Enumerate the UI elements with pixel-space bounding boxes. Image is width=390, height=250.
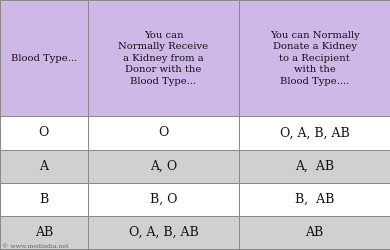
Text: Blood Type...: Blood Type... bbox=[11, 54, 77, 62]
Text: B, O: B, O bbox=[150, 193, 177, 206]
Text: B: B bbox=[39, 193, 48, 206]
Text: A,  AB: A, AB bbox=[295, 160, 334, 173]
FancyBboxPatch shape bbox=[88, 216, 239, 249]
FancyBboxPatch shape bbox=[88, 0, 239, 116]
Text: AB: AB bbox=[305, 226, 324, 239]
FancyBboxPatch shape bbox=[0, 216, 88, 249]
Text: You can
Normally Receive
a Kidney from a
Donor with the
Blood Type...: You can Normally Receive a Kidney from a… bbox=[118, 31, 209, 86]
FancyBboxPatch shape bbox=[88, 116, 239, 150]
Text: AB: AB bbox=[35, 226, 53, 239]
FancyBboxPatch shape bbox=[239, 116, 390, 150]
Text: A: A bbox=[39, 160, 48, 173]
Text: O: O bbox=[158, 126, 168, 140]
FancyBboxPatch shape bbox=[0, 150, 88, 183]
Text: © www.medindia.net: © www.medindia.net bbox=[2, 244, 69, 249]
Text: A, O: A, O bbox=[150, 160, 177, 173]
FancyBboxPatch shape bbox=[239, 183, 390, 216]
FancyBboxPatch shape bbox=[88, 183, 239, 216]
FancyBboxPatch shape bbox=[0, 183, 88, 216]
Text: O, A, B, AB: O, A, B, AB bbox=[280, 126, 349, 140]
FancyBboxPatch shape bbox=[239, 150, 390, 183]
FancyBboxPatch shape bbox=[0, 116, 88, 150]
Text: B,  AB: B, AB bbox=[295, 193, 334, 206]
FancyBboxPatch shape bbox=[0, 0, 88, 116]
Text: O: O bbox=[39, 126, 49, 140]
FancyBboxPatch shape bbox=[239, 0, 390, 116]
Text: You can Normally
Donate a Kidney
to a Recipient
with the
Blood Type....: You can Normally Donate a Kidney to a Re… bbox=[269, 31, 360, 86]
FancyBboxPatch shape bbox=[88, 150, 239, 183]
Text: O, A, B, AB: O, A, B, AB bbox=[129, 226, 198, 239]
FancyBboxPatch shape bbox=[239, 216, 390, 249]
